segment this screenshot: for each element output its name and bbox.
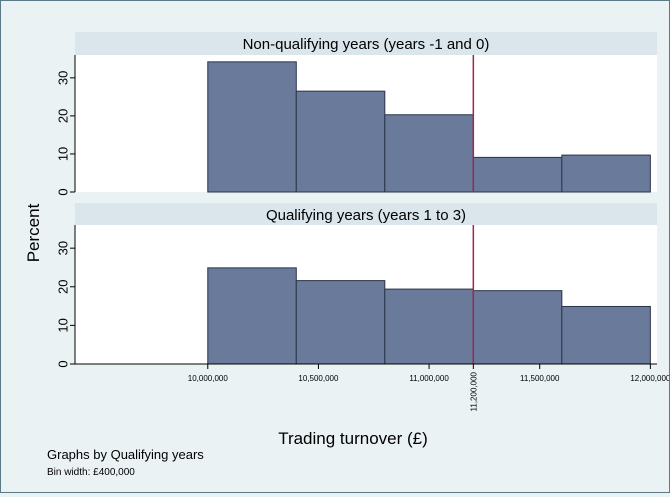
y-tick-label: 0 (55, 360, 70, 367)
histogram-bar (295, 90, 386, 193)
x-tick-label: 11,000,000 (409, 374, 449, 383)
x-axis-title: Trading turnover (£) (278, 429, 428, 448)
x-tick-label-threshold: 11,200,000 (469, 371, 478, 411)
y-axis-title: Percent (24, 203, 43, 262)
panel-1: Non-qualifying years (years -1 and 0) 0 10… (55, 32, 657, 196)
histogram-bar (384, 114, 474, 193)
x-tick-label: 10,500,000 (298, 374, 339, 383)
x-tick-label: 10,000,000 (188, 374, 229, 383)
histogram-bar (207, 61, 297, 193)
x-tick-label: 11,500,000 (520, 374, 560, 383)
by-variable-note: Graphs by Qualifying years (47, 447, 204, 462)
x-tick-label: 12,000,000 (630, 374, 669, 383)
y-tick-label: 10 (55, 147, 70, 161)
histogram-bar (207, 267, 297, 365)
histogram-bar (295, 280, 386, 365)
panel-title: Qualifying years (years 1 to 3) (266, 207, 466, 224)
panel-title-strip (75, 32, 657, 55)
histogram-bar (561, 154, 651, 193)
histogram-bar (472, 156, 563, 193)
panel-title: Non-qualifying years (years -1 and 0) (243, 36, 490, 53)
panel-title-strip (75, 203, 657, 225)
bin-width-note: Bin width: £400,000 (47, 467, 135, 478)
histogram-bar (561, 305, 651, 365)
y-tick-label: 30 (55, 71, 70, 85)
y-tick-label: 0 (55, 188, 70, 195)
panel-2: Qualifying years (years 1 to 3) 0 10 20 30 (55, 203, 657, 368)
y-tick-label: 10 (55, 318, 70, 332)
y-tick-label: 20 (55, 280, 70, 294)
y-tick-label: 20 (55, 109, 70, 123)
histogram-bar (472, 290, 563, 365)
histogram-bar (384, 288, 474, 365)
y-tick-label: 30 (55, 241, 70, 255)
